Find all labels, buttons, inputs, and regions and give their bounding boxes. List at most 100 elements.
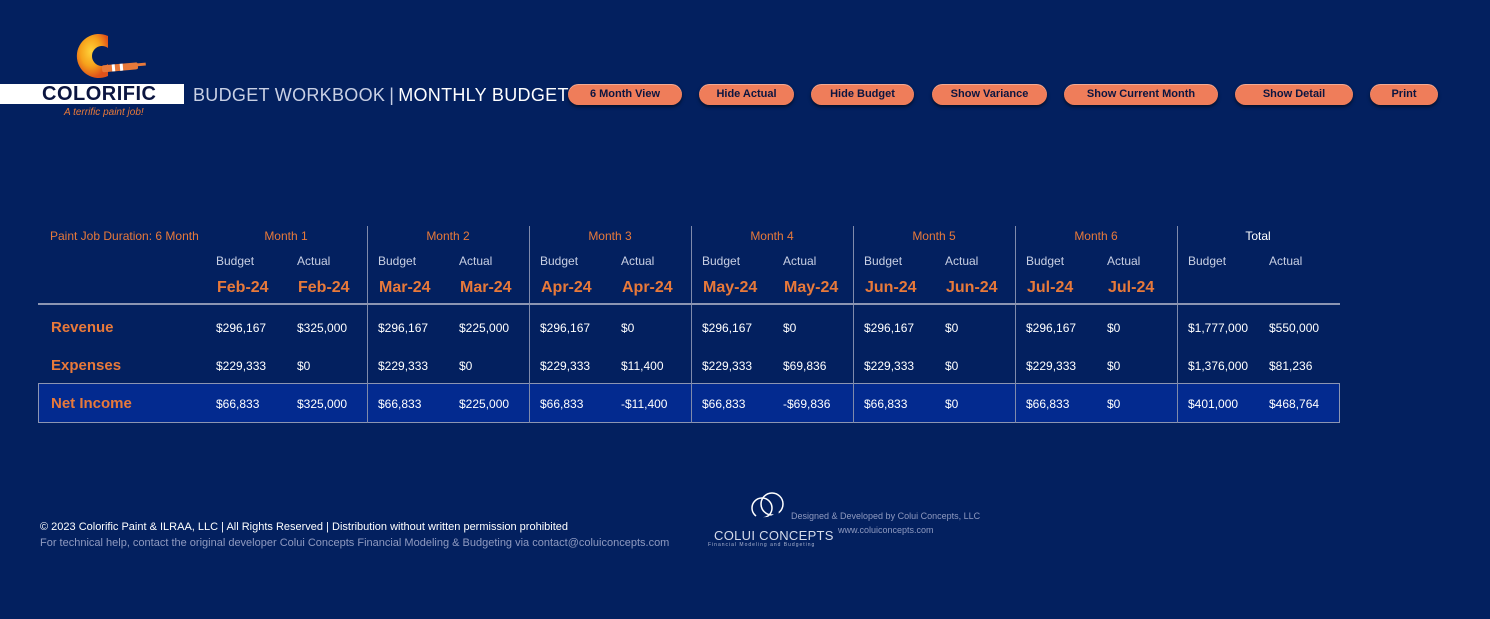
net-income-value: $225,000 [459, 397, 510, 411]
show-detail-button[interactable]: Show Detail [1235, 84, 1353, 105]
budget-col-header: Budget [216, 254, 255, 268]
page-name: MONTHLY BUDGET [398, 85, 569, 105]
revenue-value: $1,777,000 [1188, 321, 1249, 335]
budget-date: Apr-24 [541, 279, 592, 296]
actual-col-header: Actual [1107, 254, 1141, 268]
expenses-value: $69,836 [783, 359, 827, 373]
month-header: Month 5 [912, 229, 956, 243]
budget-col-header: Budget [864, 254, 903, 268]
budget-col-header: Budget [378, 254, 417, 268]
actual-date: May-24 [784, 279, 839, 296]
actual-date: Jun-24 [946, 279, 998, 296]
actual-date: Apr-24 [622, 279, 673, 296]
net-income-value: $66,833 [1026, 397, 1070, 411]
actual-date: Mar-24 [460, 279, 512, 296]
hide-actual-button[interactable]: Hide Actual [699, 84, 794, 105]
net-income-band [38, 383, 1340, 423]
expenses-value: $0 [297, 359, 311, 373]
budget-col-header: Budget [1026, 254, 1065, 268]
row-label-expenses: Expenses [51, 357, 122, 374]
net-income-value: $468,764 [1269, 397, 1320, 411]
row-label-revenue: Revenue [51, 319, 114, 336]
month-header: Month 4 [750, 229, 794, 243]
revenue-value: $296,167 [1026, 321, 1077, 335]
actual-col-header: Actual [459, 254, 493, 268]
show-variance-button[interactable]: Show Variance [932, 84, 1047, 105]
budget-date: Feb-24 [217, 279, 269, 296]
revenue-value: $296,167 [540, 321, 591, 335]
net-income-value: $66,833 [378, 397, 422, 411]
expenses-value: $0 [1107, 359, 1121, 373]
column-divider [529, 226, 530, 423]
revenue-value: $0 [783, 321, 797, 335]
expenses-value: $229,333 [702, 359, 753, 373]
actual-col-header: Actual [783, 254, 817, 268]
expenses-value: $229,333 [216, 359, 267, 373]
net-income-value: -$69,836 [783, 397, 831, 411]
title-separator: | [389, 85, 395, 105]
brand-tagline: A terrific paint job! [64, 107, 144, 118]
print-button[interactable]: Print [1370, 84, 1438, 105]
expenses-value: $229,333 [1026, 359, 1077, 373]
net-income-value: $66,833 [216, 397, 260, 411]
copyright-text: © 2023 Colorific Paint & ILRAA, LLC | Al… [40, 521, 568, 533]
actual-date: Jul-24 [1108, 279, 1155, 296]
month-header: Month 1 [264, 229, 308, 243]
revenue-value: $296,167 [378, 321, 429, 335]
expenses-value: $229,333 [378, 359, 429, 373]
monthly-budget-table: Paint Job Duration: 6 Month Month 1 Budg… [38, 226, 1340, 423]
column-divider [1177, 226, 1178, 423]
hide-budget-button[interactable]: Hide Budget [811, 84, 914, 105]
expenses-value: $229,333 [540, 359, 591, 373]
designed-by-text: Designed & Developed by Colui Concepts, … [791, 511, 981, 521]
developer-website-link[interactable]: www.coluiconcepts.com [838, 525, 934, 535]
page-title: BUDGET WORKBOOK | MONTHLY BUDGET [193, 84, 569, 106]
expenses-value: $81,236 [1269, 359, 1313, 373]
net-income-value: $325,000 [297, 397, 348, 411]
actual-col-header: Actual [945, 254, 979, 268]
budget-date: Jul-24 [1027, 279, 1074, 296]
net-income-value: $0 [945, 397, 959, 411]
column-divider [1015, 226, 1016, 423]
colorific-logo-icon [76, 34, 146, 78]
expenses-value: $229,333 [864, 359, 915, 373]
expenses-value: $11,400 [621, 359, 664, 373]
brand-name: COLORIFIC [42, 83, 157, 105]
actual-date: Feb-24 [298, 279, 350, 296]
actual-col-header: Actual [621, 254, 655, 268]
net-income-value: $0 [1107, 397, 1121, 411]
column-divider [853, 226, 854, 423]
net-income-value: $401,000 [1188, 397, 1239, 411]
revenue-value: $0 [945, 321, 959, 335]
six-month-view-button[interactable]: 6 Month View [568, 84, 682, 105]
developer-subtitle: Financial Modeling and Budgeting [708, 542, 816, 548]
header-divider [38, 303, 1340, 305]
show-current-month-button[interactable]: Show Current Month [1064, 84, 1218, 105]
month-header: Month 2 [426, 229, 470, 243]
budget-date: Mar-24 [379, 279, 431, 296]
revenue-value: $296,167 [702, 321, 753, 335]
revenue-value: $296,167 [216, 321, 267, 335]
logo-band [0, 84, 184, 104]
column-divider [367, 226, 368, 423]
net-income-value: -$11,400 [621, 397, 668, 411]
revenue-value: $0 [621, 321, 635, 335]
budget-col-header: Budget [1188, 254, 1227, 268]
actual-col-header: Actual [297, 254, 331, 268]
budget-col-header: Budget [702, 254, 741, 268]
support-text: For technical help, contact the original… [40, 537, 670, 549]
month-header: Month 6 [1074, 229, 1118, 243]
revenue-value: $296,167 [864, 321, 915, 335]
net-income-value: $66,833 [702, 397, 746, 411]
row-label-net-income: Net Income [51, 395, 132, 412]
net-income-value: $66,833 [864, 397, 908, 411]
budget-date: Jun-24 [865, 279, 917, 296]
revenue-value: $325,000 [297, 321, 348, 335]
expenses-value: $0 [459, 359, 473, 373]
budget-date: May-24 [703, 279, 758, 296]
colui-concepts-logo-icon [751, 492, 784, 521]
revenue-value: $225,000 [459, 321, 510, 335]
developer-name: COLUI CONCEPTS [714, 528, 834, 543]
actual-col-header: Actual [1269, 254, 1303, 268]
expenses-value: $0 [945, 359, 959, 373]
